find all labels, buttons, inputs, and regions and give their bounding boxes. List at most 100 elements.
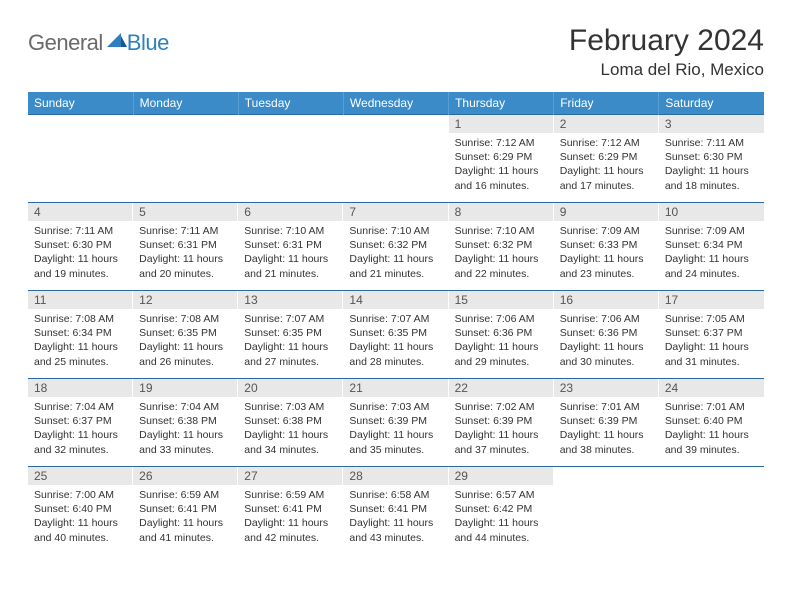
day-detail-line: and 31 minutes. <box>665 355 758 369</box>
calendar-week-row: 4Sunrise: 7:11 AMSunset: 6:30 PMDaylight… <box>28 203 764 291</box>
day-detail-line: Sunset: 6:32 PM <box>455 238 548 252</box>
day-details: Sunrise: 7:08 AMSunset: 6:35 PMDaylight:… <box>133 309 238 373</box>
day-details: Sunrise: 7:09 AMSunset: 6:34 PMDaylight:… <box>659 221 764 285</box>
day-details: Sunrise: 7:03 AMSunset: 6:38 PMDaylight:… <box>238 397 343 461</box>
weekday-header: Wednesday <box>343 92 448 115</box>
day-detail-line: and 35 minutes. <box>349 443 442 457</box>
day-detail-line: and 20 minutes. <box>139 267 232 281</box>
day-detail-line: and 22 minutes. <box>455 267 548 281</box>
calendar-day-cell: 5Sunrise: 7:11 AMSunset: 6:31 PMDaylight… <box>133 203 238 291</box>
day-detail-line: Daylight: 11 hours <box>139 516 232 530</box>
day-details: Sunrise: 7:02 AMSunset: 6:39 PMDaylight:… <box>449 397 554 461</box>
day-detail-line: Daylight: 11 hours <box>349 252 442 266</box>
day-detail-line: and 16 minutes. <box>455 179 548 193</box>
calendar-body: 1Sunrise: 7:12 AMSunset: 6:29 PMDaylight… <box>28 115 764 555</box>
calendar-day-cell <box>238 115 343 203</box>
day-detail-line: Sunset: 6:41 PM <box>139 502 232 516</box>
day-detail-line: Sunrise: 7:03 AM <box>244 400 337 414</box>
day-detail-line: Daylight: 11 hours <box>560 428 653 442</box>
day-detail-line: Sunset: 6:38 PM <box>244 414 337 428</box>
day-detail-line: Daylight: 11 hours <box>455 428 548 442</box>
day-details: Sunrise: 7:08 AMSunset: 6:34 PMDaylight:… <box>28 309 133 373</box>
day-detail-line: Sunrise: 7:01 AM <box>665 400 758 414</box>
calendar-day-cell: 16Sunrise: 7:06 AMSunset: 6:36 PMDayligh… <box>554 291 659 379</box>
calendar-day-cell: 14Sunrise: 7:07 AMSunset: 6:35 PMDayligh… <box>343 291 448 379</box>
day-detail-line: Sunrise: 7:10 AM <box>244 224 337 238</box>
day-detail-line: Daylight: 11 hours <box>244 252 337 266</box>
day-detail-line: Sunset: 6:34 PM <box>34 326 127 340</box>
day-number: 14 <box>343 291 448 309</box>
day-detail-line: Sunset: 6:31 PM <box>139 238 232 252</box>
weekday-header: Thursday <box>449 92 554 115</box>
day-detail-line: and 24 minutes. <box>665 267 758 281</box>
day-detail-line: Daylight: 11 hours <box>455 252 548 266</box>
day-detail-line: Sunset: 6:35 PM <box>139 326 232 340</box>
day-detail-line: Sunset: 6:38 PM <box>139 414 232 428</box>
day-detail-line: and 28 minutes. <box>349 355 442 369</box>
calendar-day-cell: 10Sunrise: 7:09 AMSunset: 6:34 PMDayligh… <box>659 203 764 291</box>
day-detail-line: Daylight: 11 hours <box>244 340 337 354</box>
day-detail-line: Sunset: 6:29 PM <box>560 150 653 164</box>
day-detail-line: Daylight: 11 hours <box>665 428 758 442</box>
day-number: 2 <box>554 115 659 133</box>
header: General Blue February 2024 Loma del Rio,… <box>28 24 764 80</box>
day-detail-line: Daylight: 11 hours <box>455 516 548 530</box>
day-detail-line: Daylight: 11 hours <box>139 428 232 442</box>
day-detail-line: Sunset: 6:36 PM <box>455 326 548 340</box>
day-detail-line: and 21 minutes. <box>349 267 442 281</box>
weekday-header: Monday <box>133 92 238 115</box>
day-detail-line: Daylight: 11 hours <box>349 516 442 530</box>
day-detail-line: Sunrise: 7:05 AM <box>665 312 758 326</box>
day-detail-line: Daylight: 11 hours <box>34 340 127 354</box>
calendar-day-cell: 3Sunrise: 7:11 AMSunset: 6:30 PMDaylight… <box>659 115 764 203</box>
calendar-day-cell: 12Sunrise: 7:08 AMSunset: 6:35 PMDayligh… <box>133 291 238 379</box>
calendar-table: SundayMondayTuesdayWednesdayThursdayFrid… <box>28 92 764 555</box>
calendar-day-cell: 23Sunrise: 7:01 AMSunset: 6:39 PMDayligh… <box>554 379 659 467</box>
calendar-day-cell: 19Sunrise: 7:04 AMSunset: 6:38 PMDayligh… <box>133 379 238 467</box>
day-number: 7 <box>343 203 448 221</box>
day-detail-line: Daylight: 11 hours <box>349 428 442 442</box>
logo: General Blue <box>28 30 169 56</box>
day-detail-line: Daylight: 11 hours <box>349 340 442 354</box>
day-detail-line: Daylight: 11 hours <box>244 428 337 442</box>
day-detail-line: and 23 minutes. <box>560 267 653 281</box>
day-detail-line: Sunset: 6:31 PM <box>244 238 337 252</box>
day-detail-line: Sunrise: 7:10 AM <box>349 224 442 238</box>
day-detail-line: and 26 minutes. <box>139 355 232 369</box>
day-details: Sunrise: 6:59 AMSunset: 6:41 PMDaylight:… <box>238 485 343 549</box>
day-number: 24 <box>659 379 764 397</box>
day-detail-line: Sunset: 6:35 PM <box>349 326 442 340</box>
day-number: 25 <box>28 467 133 485</box>
day-details: Sunrise: 6:59 AMSunset: 6:41 PMDaylight:… <box>133 485 238 549</box>
day-number: 29 <box>449 467 554 485</box>
day-detail-line: Sunrise: 7:11 AM <box>34 224 127 238</box>
calendar-day-cell: 17Sunrise: 7:05 AMSunset: 6:37 PMDayligh… <box>659 291 764 379</box>
day-detail-line: Daylight: 11 hours <box>560 340 653 354</box>
calendar-day-cell <box>554 467 659 555</box>
day-detail-line: and 38 minutes. <box>560 443 653 457</box>
day-detail-line: and 30 minutes. <box>560 355 653 369</box>
day-detail-line: Sunset: 6:37 PM <box>665 326 758 340</box>
day-detail-line: Daylight: 11 hours <box>34 428 127 442</box>
day-details: Sunrise: 7:10 AMSunset: 6:32 PMDaylight:… <box>449 221 554 285</box>
calendar-day-cell: 6Sunrise: 7:10 AMSunset: 6:31 PMDaylight… <box>238 203 343 291</box>
calendar-day-cell: 18Sunrise: 7:04 AMSunset: 6:37 PMDayligh… <box>28 379 133 467</box>
day-detail-line: Sunset: 6:39 PM <box>560 414 653 428</box>
calendar-day-cell: 20Sunrise: 7:03 AMSunset: 6:38 PMDayligh… <box>238 379 343 467</box>
day-details: Sunrise: 7:10 AMSunset: 6:32 PMDaylight:… <box>343 221 448 285</box>
day-number: 26 <box>133 467 238 485</box>
day-detail-line: Sunrise: 7:12 AM <box>560 136 653 150</box>
day-details: Sunrise: 7:01 AMSunset: 6:39 PMDaylight:… <box>554 397 659 461</box>
day-detail-line: Sunrise: 7:06 AM <box>560 312 653 326</box>
day-detail-line: Sunset: 6:41 PM <box>349 502 442 516</box>
day-number: 22 <box>449 379 554 397</box>
day-detail-line: and 41 minutes. <box>139 531 232 545</box>
weekday-header: Saturday <box>659 92 764 115</box>
day-detail-line: and 18 minutes. <box>665 179 758 193</box>
day-detail-line: Sunrise: 7:01 AM <box>560 400 653 414</box>
calendar-day-cell: 13Sunrise: 7:07 AMSunset: 6:35 PMDayligh… <box>238 291 343 379</box>
day-detail-line: Sunrise: 6:59 AM <box>139 488 232 502</box>
day-details: Sunrise: 7:06 AMSunset: 6:36 PMDaylight:… <box>554 309 659 373</box>
day-detail-line: and 32 minutes. <box>34 443 127 457</box>
day-detail-line: Daylight: 11 hours <box>560 252 653 266</box>
